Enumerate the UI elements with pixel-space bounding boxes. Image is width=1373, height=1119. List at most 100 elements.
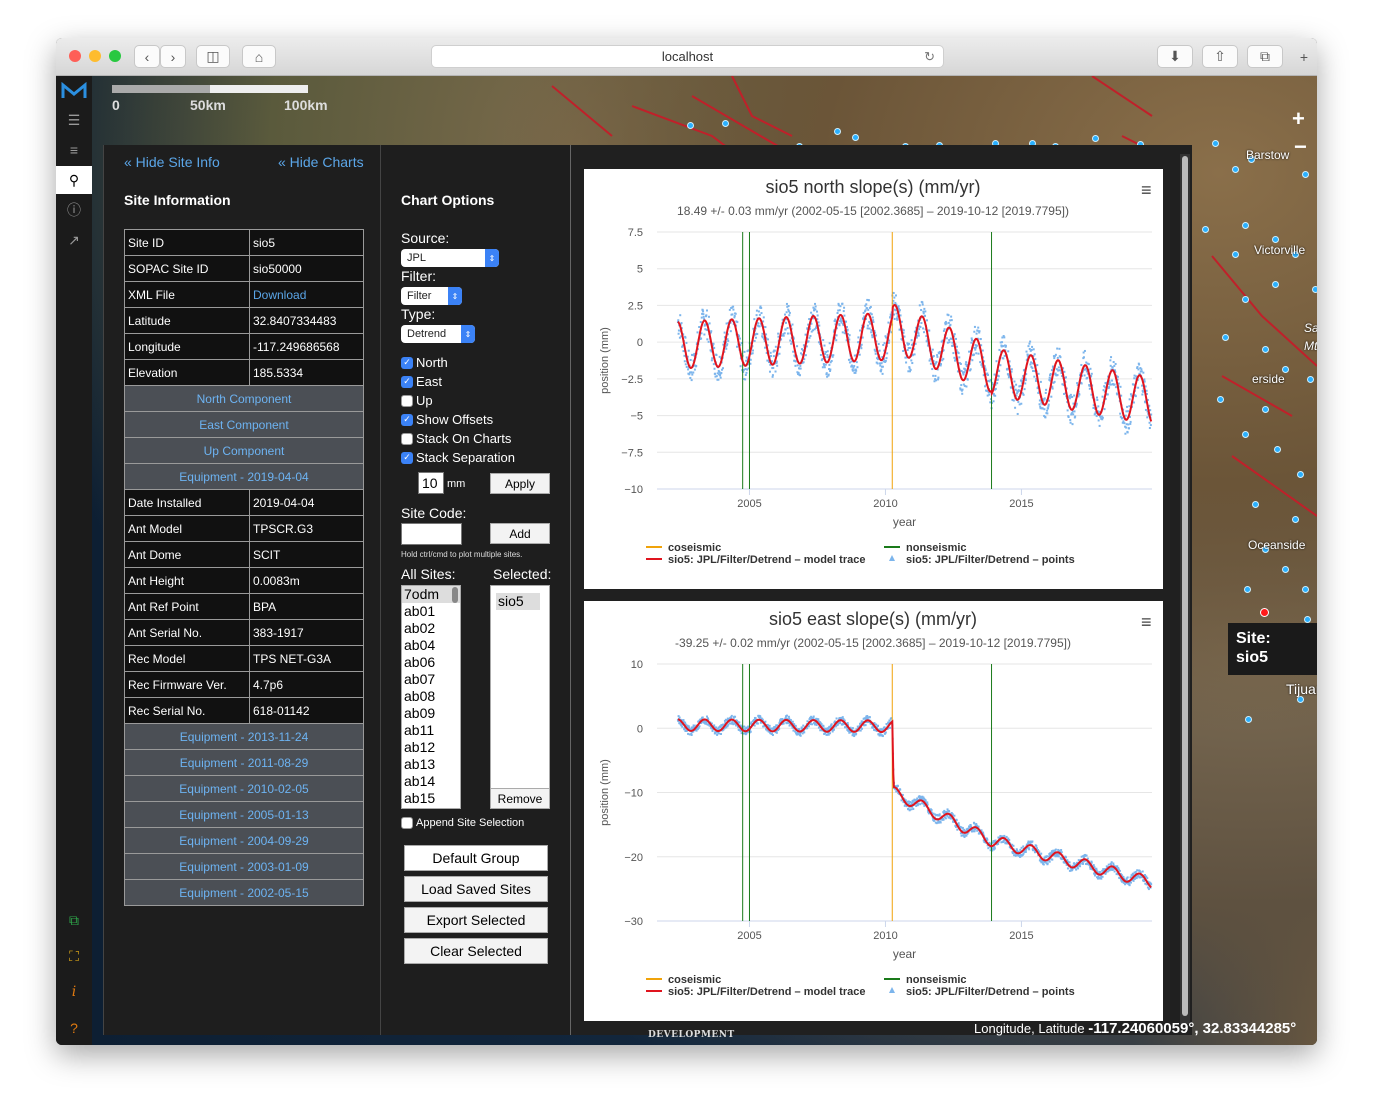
add-site-button[interactable]: Add	[490, 523, 550, 544]
new-tab-icon[interactable]: +	[1299, 48, 1309, 65]
selected-sites-list[interactable]: sio5	[490, 585, 550, 790]
charts-scrollbar[interactable]	[1180, 154, 1190, 1024]
equipment-history-label[interactable]: Equipment - 2003-01-09	[124, 853, 364, 880]
site-marker[interactable]	[1297, 471, 1304, 478]
site-list-item[interactable]: ab11	[404, 722, 435, 738]
type-select[interactable]: Detrend ⇕	[401, 325, 475, 343]
site-list-item[interactable]: ab06	[404, 654, 436, 670]
site-list-item[interactable]: ab04	[404, 637, 436, 653]
site-list-item[interactable]: ab01	[404, 603, 436, 619]
site-marker[interactable]	[1242, 222, 1249, 229]
site-marker[interactable]	[687, 122, 694, 129]
site-marker[interactable]	[1232, 251, 1239, 258]
help-icon[interactable]: ?	[70, 1020, 78, 1036]
external-link-icon[interactable]: ⧉	[69, 911, 79, 928]
site-marker[interactable]	[1312, 286, 1317, 293]
selected-site-marker[interactable]	[1260, 608, 1269, 617]
tabs-icon[interactable]: ⧉	[1247, 45, 1283, 68]
site-marker[interactable]	[1292, 516, 1299, 523]
equipment-history[interactable]: Equipment - 2005-01-13	[124, 801, 364, 828]
site-marker[interactable]	[1222, 334, 1229, 341]
component-toggle[interactable]: Up Component	[124, 437, 364, 464]
reload-icon[interactable]: ↻	[924, 48, 935, 64]
home-icon[interactable]: ⌂	[242, 45, 276, 68]
equipment-history-label[interactable]: Equipment - 2010-02-05	[124, 775, 364, 802]
list-icon[interactable]: ≡	[69, 142, 79, 158]
charts-scrollbar-thumb[interactable]	[1182, 156, 1188, 1016]
info-icon[interactable]: ⓘ	[67, 202, 81, 218]
filter-select[interactable]: Filter ⇕	[401, 287, 462, 305]
close-window-button[interactable]	[69, 50, 81, 62]
equipment-history[interactable]: Equipment - 2003-01-09	[124, 853, 364, 880]
equipment-history[interactable]: Equipment - 2013-11-24	[124, 723, 364, 750]
site-marker[interactable]	[1262, 346, 1269, 353]
site-marker[interactable]	[834, 128, 841, 135]
site-marker[interactable]	[1092, 135, 1099, 142]
equipment-history-label[interactable]: Equipment - 2013-11-24	[124, 723, 364, 750]
site-list-item[interactable]: ab15	[404, 790, 436, 806]
site-marker[interactable]	[1242, 296, 1249, 303]
site-code-input[interactable]	[401, 523, 462, 545]
logo-icon[interactable]	[61, 81, 87, 100]
site-marker[interactable]	[1282, 366, 1289, 373]
checkbox-show-offsets[interactable]: ✓ Show Offsets	[401, 412, 493, 427]
site-marker[interactable]	[1272, 236, 1279, 243]
separation-input[interactable]: 10	[418, 472, 444, 494]
site-marker[interactable]	[1274, 446, 1281, 453]
zoom-in-button[interactable]: +	[1292, 106, 1305, 131]
equipment-history[interactable]: Equipment - 2010-02-05	[124, 775, 364, 802]
site-list-item[interactable]: ab07	[404, 671, 436, 687]
site-list-item[interactable]: ab13	[404, 756, 436, 772]
load-saved-sites-button[interactable]: Load Saved Sites	[404, 876, 548, 902]
site-marker[interactable]	[1245, 716, 1252, 723]
site-marker[interactable]	[1302, 171, 1309, 178]
component-toggle-label[interactable]: Up Component	[124, 437, 364, 464]
site-marker[interactable]	[1232, 166, 1239, 173]
site-marker[interactable]	[1252, 501, 1259, 508]
site-marker[interactable]	[1242, 431, 1249, 438]
fullscreen-icon[interactable]: ⛶	[69, 947, 79, 964]
about-icon[interactable]: i	[71, 984, 77, 1000]
checkbox-up[interactable]: Up	[401, 393, 433, 408]
site-marker[interactable]	[722, 120, 729, 127]
equipment-history[interactable]: Equipment - 2002-05-15	[124, 879, 364, 906]
chart-menu-icon[interactable]: ≡	[1141, 180, 1152, 200]
xml-download-link[interactable]: Download	[249, 281, 364, 308]
minimize-window-button[interactable]	[89, 50, 101, 62]
checkbox-stack-on-charts[interactable]: Stack On Charts	[401, 431, 511, 446]
search-icon[interactable]: ⚲	[56, 166, 92, 194]
apply-button[interactable]: Apply	[490, 473, 550, 494]
site-list-item[interactable]: ab12	[404, 739, 436, 755]
checkbox-east[interactable]: ✓ East	[401, 374, 442, 389]
site-marker[interactable]	[1202, 226, 1209, 233]
clear-selected-button[interactable]: Clear Selected	[404, 938, 548, 964]
site-marker[interactable]	[1248, 156, 1255, 163]
equipment-history-label[interactable]: Equipment - 2002-05-15	[124, 879, 364, 906]
site-marker[interactable]	[1262, 406, 1269, 413]
site-list-item[interactable]: 7odm	[402, 586, 460, 603]
append-site-checkbox[interactable]: Append Site Selection	[401, 817, 524, 829]
share-icon[interactable]: ⇧	[1202, 45, 1238, 68]
site-marker[interactable]	[1307, 376, 1314, 383]
zoom-out-button[interactable]: −	[1294, 134, 1307, 159]
back-icon[interactable]: ‹	[134, 45, 160, 68]
layers-icon[interactable]: ☰	[67, 111, 81, 128]
site-marker[interactable]	[1282, 566, 1289, 573]
component-toggle[interactable]: North Component	[124, 385, 364, 412]
component-toggle-label[interactable]: North Component	[124, 385, 364, 412]
site-marker[interactable]	[1217, 396, 1224, 403]
source-select[interactable]: JPL ⇕	[401, 249, 499, 267]
equipment-history-label[interactable]: Equipment - 2005-01-13	[124, 801, 364, 828]
east-chart-svg[interactable]: sio5 east slope(s) (mm/yr)-39.25 +/- 0.0…	[584, 601, 1163, 1021]
site-list-item[interactable]: ab09	[404, 705, 436, 721]
equipment-history-label[interactable]: Equipment - 2004-09-29	[124, 827, 364, 854]
equipment-history-label[interactable]: Equipment - 2011-08-29	[124, 749, 364, 776]
site-marker[interactable]	[1292, 251, 1299, 258]
site-list-item[interactable]: ab02	[404, 620, 436, 636]
share-arrow-icon[interactable]: ↗	[68, 231, 80, 248]
hide-site-info-link[interactable]: « Hide Site Info	[124, 154, 220, 170]
forward-icon[interactable]: ›	[160, 45, 186, 68]
north-chart[interactable]: sio5 north slope(s) (mm/yr) 18.49 +/- 0.0…	[584, 169, 1163, 589]
site-marker[interactable]	[1302, 586, 1309, 593]
equipment-history[interactable]: Equipment - 2004-09-29	[124, 827, 364, 854]
